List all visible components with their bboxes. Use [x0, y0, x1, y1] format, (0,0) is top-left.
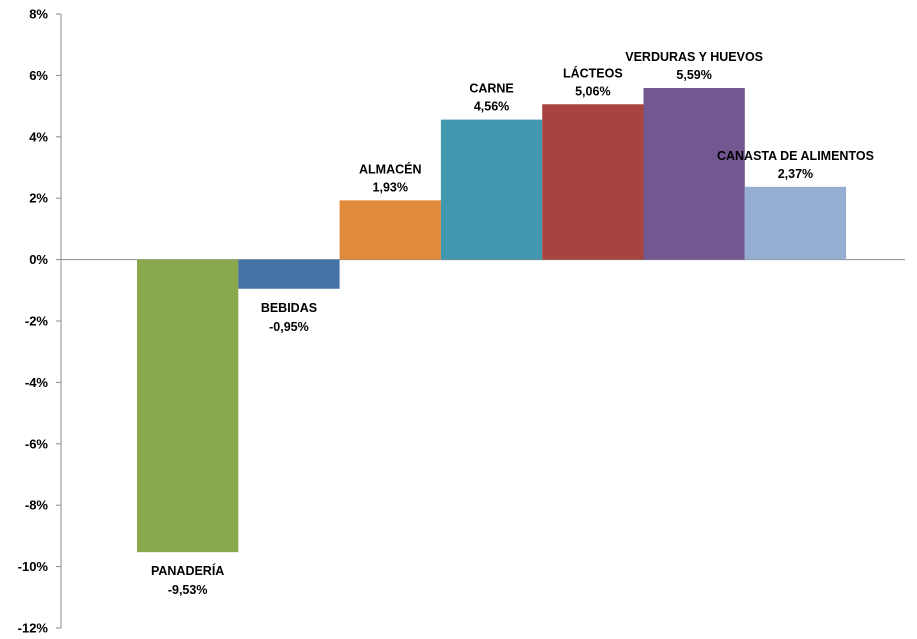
y-tick-label: -12% — [18, 621, 49, 636]
y-tick-label: -10% — [18, 559, 49, 574]
bar-value-label: 1,93% — [373, 180, 408, 194]
y-tick-label: 4% — [29, 129, 48, 144]
bar-value-label: -9,53% — [168, 583, 208, 597]
bar-category-label: VERDURAS Y HUEVOS — [625, 50, 763, 64]
bar-category-label: BEBIDAS — [261, 301, 317, 315]
bar-3 — [440, 119, 543, 260]
bar-4 — [542, 104, 644, 260]
y-tick-label: -4% — [25, 375, 49, 390]
bar-6 — [744, 186, 847, 260]
bar-category-label: CARNE — [469, 82, 513, 96]
bar-1 — [238, 259, 340, 289]
y-tick-label: 0% — [29, 252, 48, 267]
bar-value-label: 4,56% — [474, 100, 509, 114]
y-tick-label: 2% — [29, 191, 48, 206]
y-tick-label: 8% — [29, 7, 48, 22]
bar-category-label: LÁCTEOS — [563, 65, 623, 80]
bars-layer — [137, 87, 847, 553]
bar-category-label: PANADERÍA — [151, 563, 224, 578]
y-tick-label: 6% — [29, 68, 48, 83]
bar-5 — [643, 87, 745, 260]
y-tick-label: -6% — [25, 436, 49, 451]
bar-value-label: -0,95% — [269, 320, 309, 334]
bar-value-label: 5,06% — [575, 84, 610, 98]
bar-value-label: 2,37% — [778, 167, 813, 181]
labels-layer: PANADERÍA -9,53% BEBIDAS -0,95% ALMACÉN 1,93%… — [151, 50, 874, 597]
bar-0 — [137, 259, 239, 553]
bar-2 — [339, 200, 441, 260]
bar-category-label: ALMACÉN — [359, 161, 422, 176]
bar-value-label: 5,59% — [676, 68, 711, 82]
y-tick-label: -8% — [25, 498, 49, 513]
y-tick-label: -2% — [25, 314, 49, 329]
bar-category-label: CANASTA DE ALIMENTOS — [717, 149, 874, 163]
